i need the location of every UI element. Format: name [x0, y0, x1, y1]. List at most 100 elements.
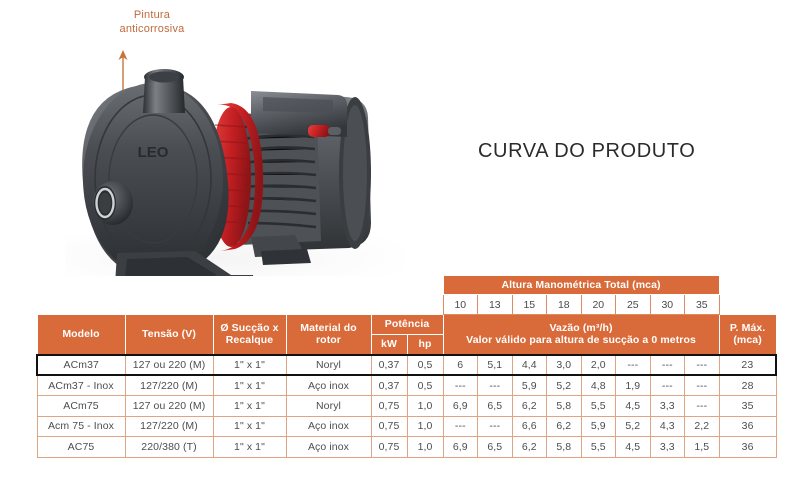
- table-row[interactable]: ACm37 127 ou 220 (M) 1" x 1" Noryl 0,37 …: [36, 353, 778, 376]
- column-header-potencia: Potência: [370, 314, 444, 335]
- cell-vazao: ---: [442, 374, 479, 396]
- cell-vazao: 4,5: [615, 395, 651, 417]
- cell-vazao: 5,8: [546, 395, 582, 417]
- cell-vazao: 5,2: [546, 374, 582, 396]
- curve-section-title: CURVA DO PRODUTO: [478, 140, 696, 162]
- cell-vazao: 5,1: [477, 353, 513, 376]
- cell-succao: 1" x 1": [212, 436, 287, 458]
- header-spacer-left-2: [37, 294, 444, 315]
- cell-tensao: 127/220 (M): [124, 415, 214, 437]
- cell-hp: 0,5: [406, 353, 444, 376]
- column-header-succao-line1: Ø Sucção x: [220, 321, 279, 334]
- cell-hp: 1,0: [406, 436, 444, 458]
- cell-succao: 1" x 1": [212, 353, 287, 376]
- cell-pmax: 35: [718, 395, 777, 417]
- column-header-pmax-line1: P. Máx.: [729, 321, 766, 334]
- cell-succao: 1" x 1": [212, 395, 287, 417]
- table-row[interactable]: Acm 75 - Inox 127/220 (M) 1" x 1" Aço in…: [36, 415, 777, 437]
- cell-hp: 1,0: [406, 415, 444, 437]
- cell-pmax: 36: [718, 436, 777, 458]
- header-spacer-left: [37, 275, 444, 295]
- table-header-row-altura: Altura Manométrica Total (mca): [37, 275, 777, 295]
- table-header-row-main: Modelo Tensão (V) Ø Sucção x Recalque Ma…: [36, 314, 777, 355]
- cell-vazao: 4,4: [511, 353, 548, 376]
- altura-value-cell: 13: [477, 294, 513, 315]
- altura-value-cell: 15: [511, 294, 548, 315]
- cell-vazao: 5,5: [580, 395, 617, 417]
- cell-material: Aço inox: [285, 415, 372, 437]
- table-row[interactable]: ACm75 127 ou 220 (M) 1" x 1" Noryl 0,75 …: [36, 395, 777, 417]
- cell-vazao: 6,5: [477, 436, 513, 458]
- cell-vazao: 5,2: [615, 415, 651, 437]
- cell-kw: 0,37: [370, 374, 408, 396]
- cell-modelo: ACm75: [36, 395, 126, 417]
- cell-material: Noryl: [285, 395, 372, 417]
- table-row[interactable]: AC75 220/380 (T) 1" x 1" Aço inox 0,75 1…: [36, 436, 777, 458]
- cell-vazao: 2,2: [684, 415, 720, 437]
- cell-material: Aço inox: [285, 374, 372, 396]
- centrifugal-pump-illustration: LEO: [82, 69, 371, 296]
- cell-material: Aço inox: [285, 436, 372, 458]
- cell-vazao: 5,5: [580, 436, 617, 458]
- annotation-pintura-anticorrosiva: Pintura anticorrosiva: [88, 8, 216, 36]
- header-altura-manometrica: Altura Manométrica Total (mca): [442, 275, 720, 295]
- cell-vazao: 6,6: [511, 415, 548, 437]
- cell-vazao: ---: [684, 353, 720, 376]
- table-row[interactable]: ACm37 - Inox 127/220 (M) 1" x 1" Aço ino…: [36, 374, 777, 396]
- cell-kw: 0,75: [370, 415, 408, 437]
- product-spec-table: Altura Manométrica Total (mca) 10 13 15 …: [36, 275, 778, 458]
- column-header-material: Material do rotor: [285, 314, 372, 355]
- brand-logo-text: LEO: [138, 144, 169, 161]
- cell-vazao: 3,3: [649, 436, 686, 458]
- cell-vazao: ---: [684, 374, 720, 396]
- cell-vazao: 6,2: [511, 395, 548, 417]
- cell-tensao: 127/220 (M): [124, 374, 214, 396]
- cell-modelo: ACm37 - Inox: [36, 374, 126, 396]
- cell-tensao: 127 ou 220 (M): [124, 395, 214, 417]
- cell-vazao: ---: [477, 374, 513, 396]
- column-header-tensao: Tensão (V): [124, 314, 214, 355]
- cell-vazao: 4,8: [580, 374, 617, 396]
- cell-vazao: 5,9: [580, 415, 617, 437]
- cell-succao: 1" x 1": [212, 415, 287, 437]
- cell-vazao: 3,3: [649, 395, 686, 417]
- column-header-vazao-line2: Valor válido para altura de sucção a 0 m…: [466, 334, 696, 347]
- column-header-material-line2: rotor: [316, 334, 341, 347]
- table-header-row-altura-values: 10 13 15 18 20 25 30 35: [37, 294, 777, 315]
- annotation-line-2: anticorrosiva: [119, 23, 185, 35]
- cell-vazao: ---: [684, 395, 720, 417]
- cell-hp: 0,5: [406, 374, 444, 396]
- cell-vazao: 1,9: [615, 374, 651, 396]
- header-spacer-right: [719, 275, 777, 295]
- column-header-pmax-line2: (mca): [733, 334, 762, 347]
- altura-value-cell: 18: [546, 294, 582, 315]
- cell-vazao: 2,0: [580, 353, 617, 376]
- column-header-hp: hp: [406, 334, 444, 355]
- altura-value-cell: 30: [649, 294, 686, 315]
- cell-succao: 1" x 1": [212, 374, 287, 396]
- cell-pmax: 36: [718, 415, 777, 437]
- column-header-vazao: Vazão (m³/h) Valor válido para altura de…: [442, 314, 720, 355]
- cell-vazao: 5,8: [546, 436, 582, 458]
- cell-modelo: AC75: [36, 436, 126, 458]
- column-header-succao: Ø Sucção x Recalque: [212, 314, 287, 355]
- cell-vazao: 4,3: [649, 415, 686, 437]
- column-header-kw: kW: [370, 334, 408, 355]
- cell-vazao: 5,9: [511, 374, 548, 396]
- column-header-vazao-line1: Vazão (m³/h): [549, 321, 613, 334]
- cell-vazao: 6,9: [442, 436, 479, 458]
- cell-vazao: 3,0: [546, 353, 582, 376]
- cell-tensao: 220/380 (T): [124, 436, 214, 458]
- table-body: ACm37 127 ou 220 (M) 1" x 1" Noryl 0,37 …: [36, 353, 778, 458]
- cell-kw: 0,75: [370, 436, 408, 458]
- annotation-line-1: Pintura: [133, 9, 171, 21]
- cell-pmax: 28: [718, 374, 777, 396]
- cell-vazao: ---: [649, 353, 686, 376]
- altura-value-cell: 35: [684, 294, 720, 315]
- cell-kw: 0,37: [370, 353, 408, 376]
- cell-vazao: 6,5: [477, 395, 513, 417]
- product-image-container: LEO: [55, 55, 415, 310]
- cell-vazao: 6,2: [546, 415, 582, 437]
- cell-vazao: ---: [442, 415, 479, 437]
